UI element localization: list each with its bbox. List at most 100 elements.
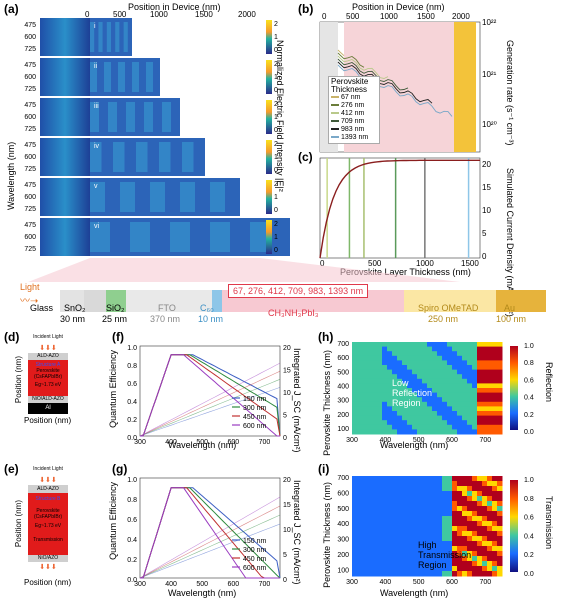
qe-y2-tick: 20 <box>283 477 291 484</box>
panel-g-label: (g) <box>112 462 128 476</box>
map-cell <box>487 516 493 522</box>
map-cell <box>377 383 383 389</box>
panel-a-y-tick: 725 <box>24 86 36 93</box>
panel-e-x-label: Position (nm) <box>24 578 72 587</box>
map-cell <box>472 536 478 542</box>
map-cell <box>352 551 358 557</box>
map-cell <box>442 374 448 380</box>
qe-x-tick: 700 <box>259 439 271 446</box>
incident-light-label: Incident Light <box>33 466 63 472</box>
map-cell <box>492 342 498 348</box>
map-cell <box>407 388 413 394</box>
map-cell <box>462 541 468 547</box>
map-cell <box>432 561 438 567</box>
map-cell <box>457 397 463 403</box>
map-cell <box>452 388 458 394</box>
map-cell <box>487 401 493 407</box>
panel-i-x-label: Wavelength (nm) <box>380 588 449 598</box>
map-cell <box>357 486 363 492</box>
map-cell <box>367 397 373 403</box>
map-cell <box>477 546 483 552</box>
qe-y2-tick: 10 <box>283 390 291 397</box>
panel-a-top-tick: 500 <box>113 10 127 19</box>
map-cell <box>437 491 443 497</box>
colorbar-tick: 1 <box>274 234 278 241</box>
panel-c-x-tick: 1500 <box>461 259 479 268</box>
map-cell <box>452 406 458 412</box>
map-cell <box>457 526 463 532</box>
field-fringe <box>162 102 171 132</box>
map-cell <box>367 365 373 371</box>
map-cell <box>462 531 468 537</box>
jsc-curve-450 <box>139 505 281 579</box>
map-cell <box>462 566 468 572</box>
map-y-tick: 200 <box>337 552 349 559</box>
map-cell <box>472 342 478 348</box>
map-cell <box>497 566 503 572</box>
map-cell <box>387 360 393 366</box>
map-cell <box>367 392 373 398</box>
glass-region <box>40 218 90 256</box>
map-cell <box>482 496 488 502</box>
map-cell <box>362 429 368 435</box>
map-cell <box>367 561 373 567</box>
map-cell <box>487 511 493 517</box>
qe-y-tick: 0.2 <box>127 557 137 564</box>
map-cell <box>497 365 503 371</box>
map-cell <box>382 401 388 407</box>
map-y-tick: 300 <box>337 537 349 544</box>
map-cell <box>402 351 408 357</box>
map-cell <box>367 388 373 394</box>
map-cell <box>407 360 413 366</box>
map-cell <box>367 415 373 421</box>
map-cell <box>482 397 488 403</box>
map-cell <box>372 429 378 435</box>
map-cell <box>457 516 463 522</box>
map-cell <box>362 383 368 389</box>
transmission-label: Transmission <box>33 537 63 543</box>
map-cell <box>372 546 378 552</box>
map-cell <box>352 566 358 572</box>
layer-name-sno2: SnO₂ <box>64 303 86 313</box>
map-cell <box>487 397 493 403</box>
map-cell <box>392 516 398 522</box>
map-cell <box>487 406 493 412</box>
map-cell <box>432 342 438 348</box>
panel-i-y-label: Perovskite Thickness (nm) <box>322 482 332 588</box>
map-cell <box>367 506 373 512</box>
map-cell <box>402 365 408 371</box>
map-cell <box>392 420 398 426</box>
map-cell <box>397 546 403 552</box>
map-cell <box>387 388 393 394</box>
map-cell <box>477 486 483 492</box>
map-cell <box>402 511 408 517</box>
map-cell <box>407 541 413 547</box>
map-cell <box>477 476 483 482</box>
map-cell <box>492 429 498 435</box>
map-cell <box>412 378 418 384</box>
map-cell <box>447 521 453 527</box>
map-cell <box>457 531 463 537</box>
map-cell <box>372 531 378 537</box>
map-cell <box>367 491 373 497</box>
map-cell <box>362 556 368 562</box>
qe-y-tick: 1.0 <box>127 477 137 484</box>
legend-text: 709 nm <box>341 118 365 125</box>
generation-curve <box>337 52 365 68</box>
map-cell <box>452 476 458 482</box>
map-cell <box>427 369 433 375</box>
map-cell <box>362 541 368 547</box>
map-cell <box>407 378 413 384</box>
map-cell <box>397 397 403 403</box>
map-cell <box>422 541 428 547</box>
panel-b-top-tick: 1000 <box>380 12 398 21</box>
colorbar-tick: 1.0 <box>524 477 534 484</box>
map-cell <box>402 401 408 407</box>
map-cell <box>392 541 398 547</box>
map-cell <box>467 516 473 522</box>
map-cell <box>372 511 378 517</box>
map-cell <box>397 501 403 507</box>
map-cell <box>397 346 403 352</box>
map-cell <box>457 536 463 542</box>
